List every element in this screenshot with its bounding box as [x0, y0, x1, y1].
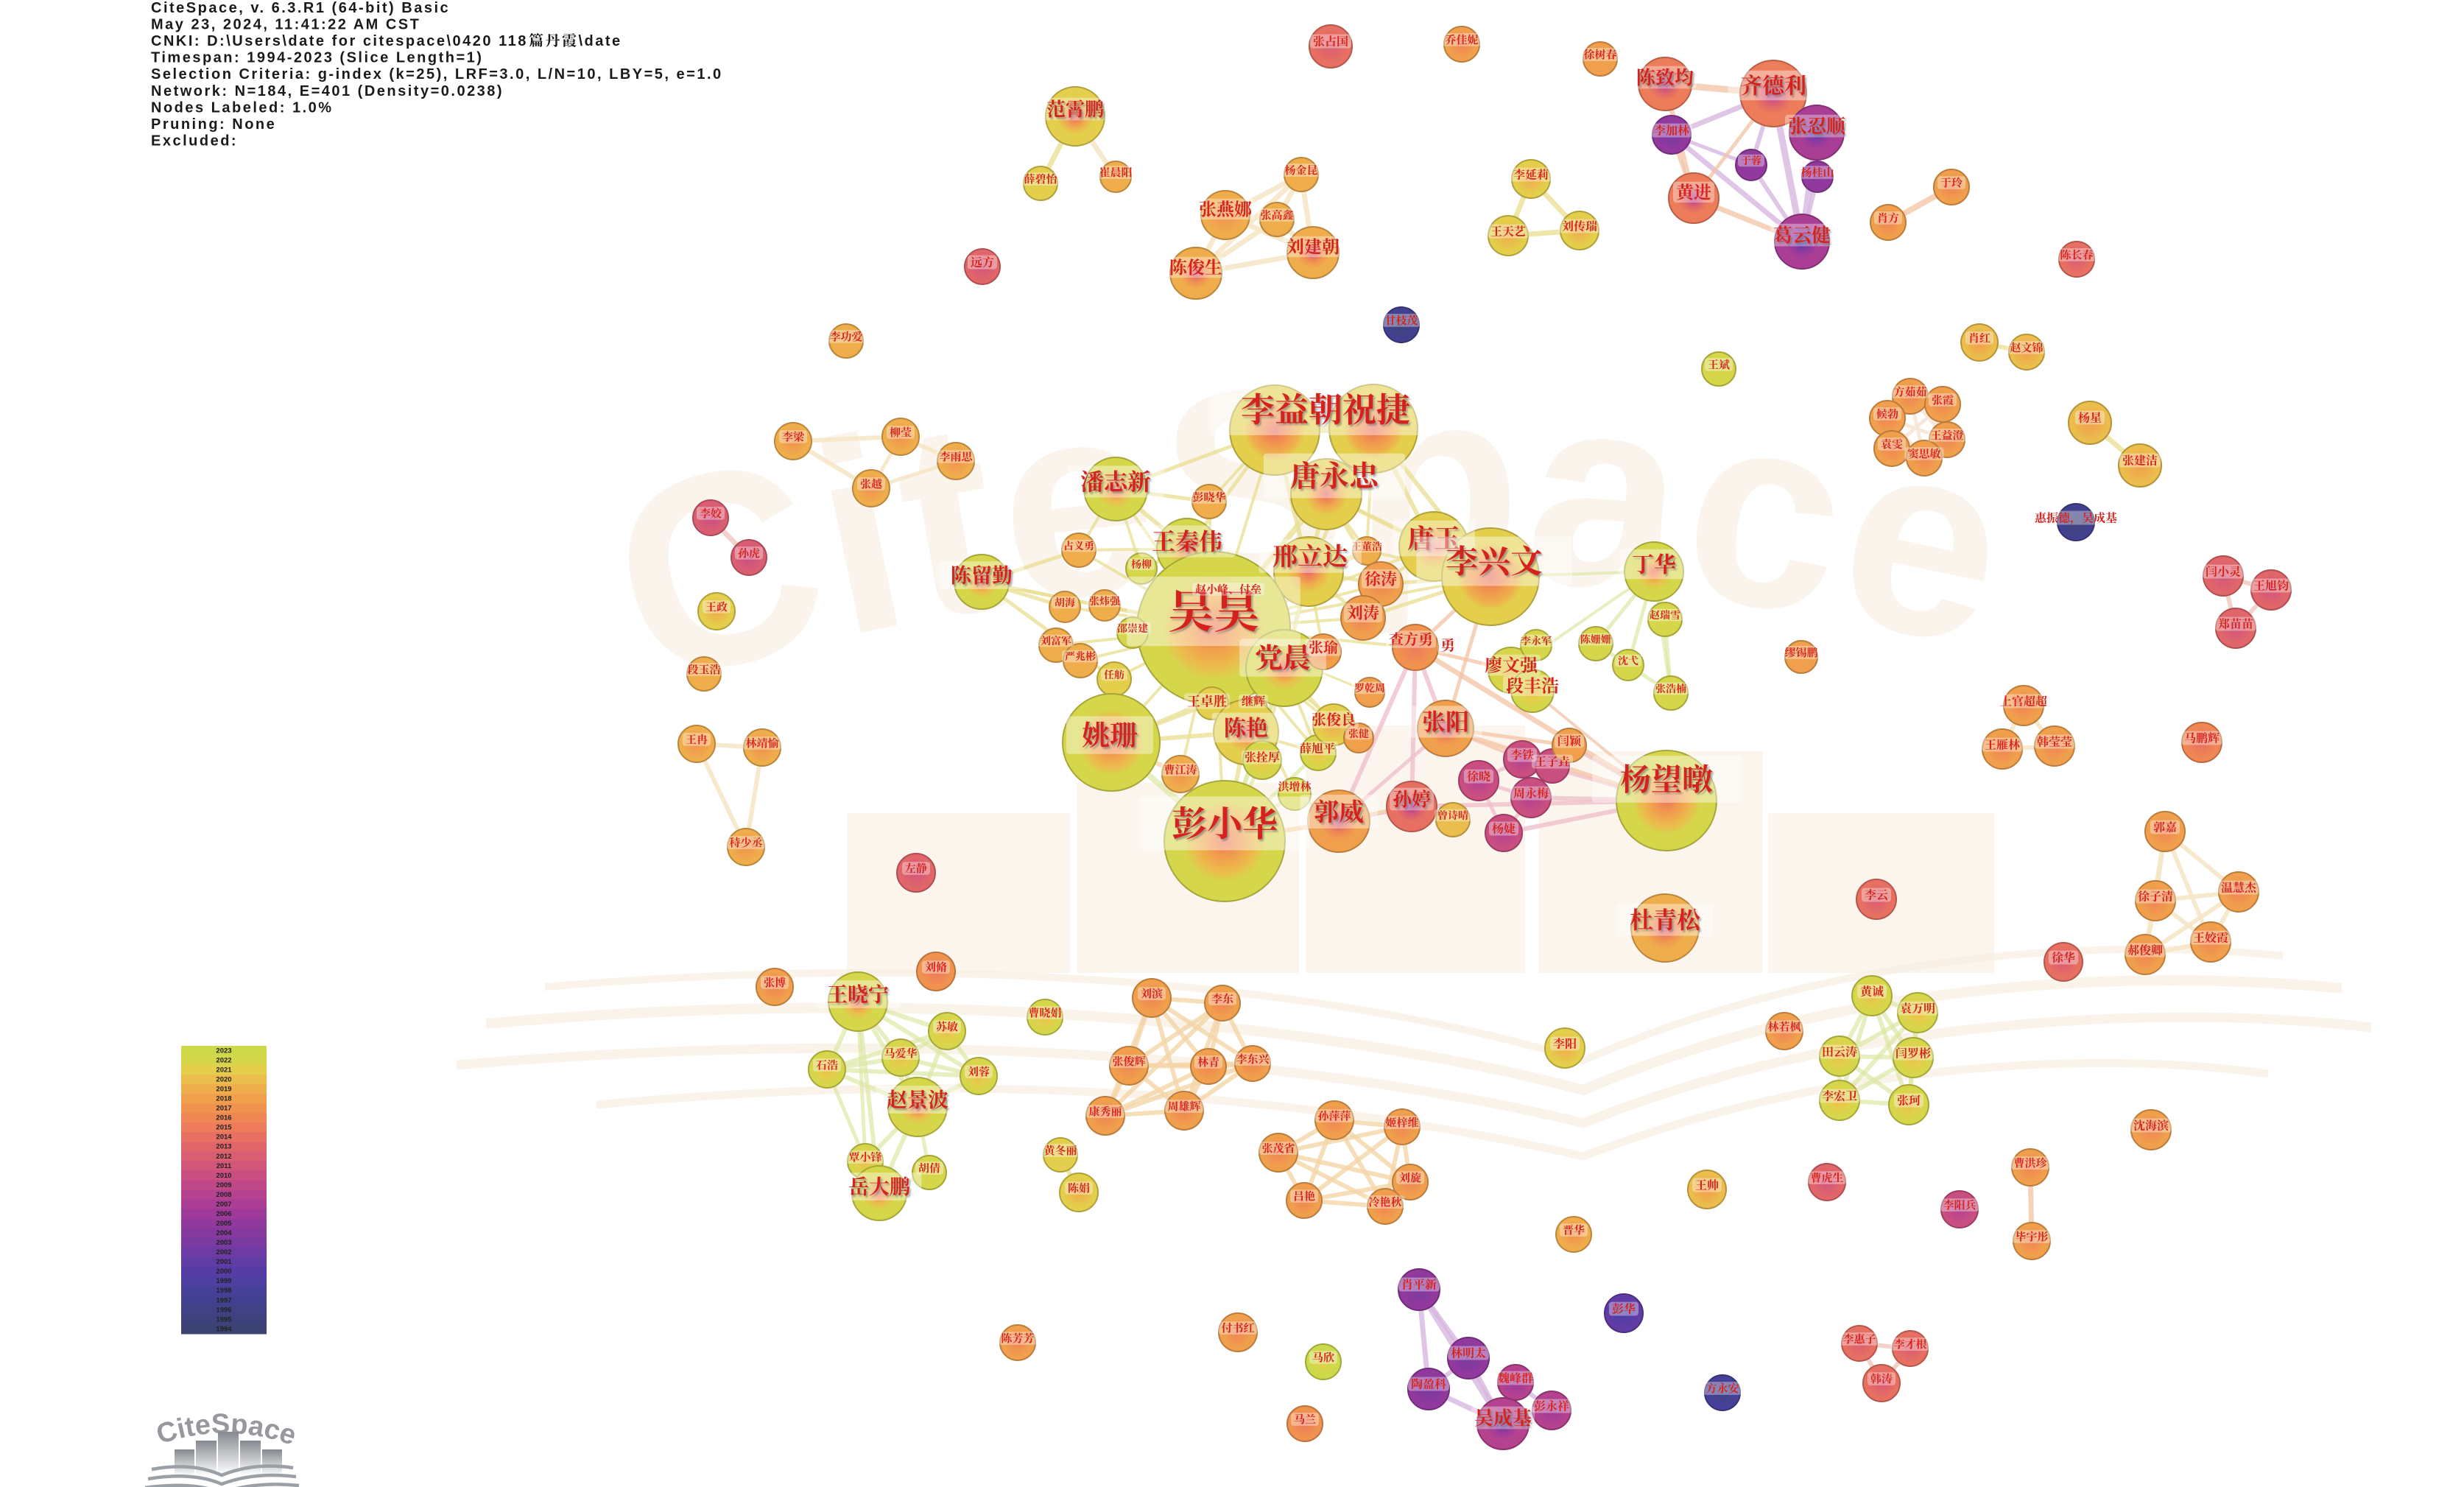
svg-text:Nodes Labeled: 1.0%: Nodes Labeled: 1.0% [151, 99, 334, 116]
svg-text:1994: 1994 [216, 1325, 232, 1333]
svg-text:2006: 2006 [216, 1210, 231, 1218]
svg-text:2017: 2017 [216, 1105, 231, 1113]
svg-text:Pruning: None: Pruning: None [151, 116, 276, 133]
svg-text:2000: 2000 [216, 1268, 231, 1276]
svg-text:2018: 2018 [216, 1095, 231, 1103]
svg-text:2004: 2004 [216, 1229, 232, 1237]
svg-text:CNKI: D:\Users\date for citesp: CNKI: D:\Users\date for citespace\0420 1… [151, 33, 528, 49]
svg-text:Timespan: 1994-2023 (Slice Len: Timespan: 1994-2023 (Slice Length=1) [151, 50, 483, 66]
svg-text:2014: 2014 [216, 1133, 232, 1142]
svg-text:2007: 2007 [216, 1201, 231, 1209]
svg-text:1999: 1999 [216, 1277, 231, 1285]
svg-text:CiteSpace, v. 6.3.R1 (64-bit): CiteSpace, v. 6.3.R1 (64-bit) Basic [151, 0, 450, 16]
svg-text:May 23, 2024, 11:41:22 AM CST: May 23, 2024, 11:41:22 AM CST [151, 17, 420, 33]
svg-text:2023: 2023 [216, 1047, 231, 1055]
svg-text:1996: 1996 [216, 1306, 231, 1314]
svg-text:2003: 2003 [216, 1239, 231, 1247]
svg-text:Excluded:: Excluded: [151, 133, 238, 149]
svg-text:1998: 1998 [216, 1287, 231, 1295]
svg-text:2008: 2008 [216, 1191, 231, 1199]
svg-text:2011: 2011 [217, 1162, 232, 1170]
svg-text:\date: \date [579, 33, 622, 49]
svg-text:2012: 2012 [216, 1153, 231, 1161]
svg-text:Selection Criteria: g-index (k: Selection Criteria: g-index (k=25), LRF=… [151, 66, 723, 82]
svg-text:Network: N=184, E=401 (Density: Network: N=184, E=401 (Density=0.0238) [151, 83, 504, 99]
svg-text:2002: 2002 [216, 1248, 231, 1256]
svg-text:2013: 2013 [216, 1143, 231, 1151]
svg-text:2020: 2020 [216, 1076, 231, 1084]
svg-text:2022: 2022 [216, 1056, 231, 1064]
svg-text:2009: 2009 [216, 1181, 231, 1189]
svg-text:2016: 2016 [216, 1114, 231, 1122]
svg-text:2021: 2021 [216, 1066, 232, 1075]
svg-text:2010: 2010 [216, 1172, 231, 1180]
svg-text:2001: 2001 [216, 1258, 232, 1266]
svg-text:1997: 1997 [216, 1296, 231, 1304]
svg-text:2019: 2019 [216, 1086, 231, 1094]
svg-text:2015: 2015 [216, 1124, 232, 1132]
svg-text:1995: 1995 [216, 1315, 232, 1323]
svg-text:2005: 2005 [216, 1220, 232, 1228]
